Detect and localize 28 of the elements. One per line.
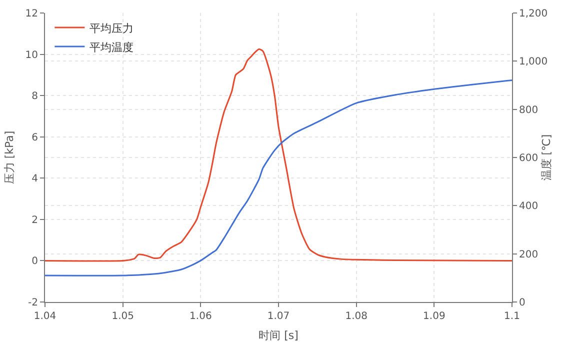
y-tick-label: 12 xyxy=(25,8,38,20)
y2-axis-title: 温度 [℃] xyxy=(540,134,554,181)
y-tick-label: 0 xyxy=(32,256,38,268)
x-axis-title: 时间 [s] xyxy=(258,329,298,342)
x-tick-label: 1.07 xyxy=(267,311,290,322)
legend-label: 平均温度 xyxy=(90,40,134,54)
y2-tick-label: 600 xyxy=(519,153,538,164)
x-tick-label: 1.08 xyxy=(345,311,368,322)
y2-tick-label: 0 xyxy=(519,298,526,308)
y2-tick-label: 800 xyxy=(519,104,538,116)
y2-tick-label: 400 xyxy=(519,201,538,212)
x-tick-label: 1.05 xyxy=(112,311,134,322)
legend-label: 平均压力 xyxy=(90,22,134,35)
y-axis-title: 压力 [kPa] xyxy=(3,130,16,184)
y-tick-label: -2 xyxy=(28,298,38,308)
y2-tick-label: 1,200 xyxy=(519,8,548,20)
y-tick-label: 10 xyxy=(25,50,38,61)
x-tick-label: 1.09 xyxy=(423,311,446,322)
line-series xyxy=(45,79,512,276)
y2-tick-label: 1,000 xyxy=(519,56,548,68)
x-tick-label: 1.06 xyxy=(190,311,212,322)
y-tick-label: 2 xyxy=(32,214,38,226)
y-tick-label: 4 xyxy=(32,174,38,185)
y2-tick-label: 200 xyxy=(519,249,538,260)
y-tick-label: 8 xyxy=(32,91,38,102)
x-tick-label: 1.04 xyxy=(34,311,56,322)
y-tick-label: 6 xyxy=(32,132,38,144)
x-tick-label: 1.1 xyxy=(504,311,520,322)
